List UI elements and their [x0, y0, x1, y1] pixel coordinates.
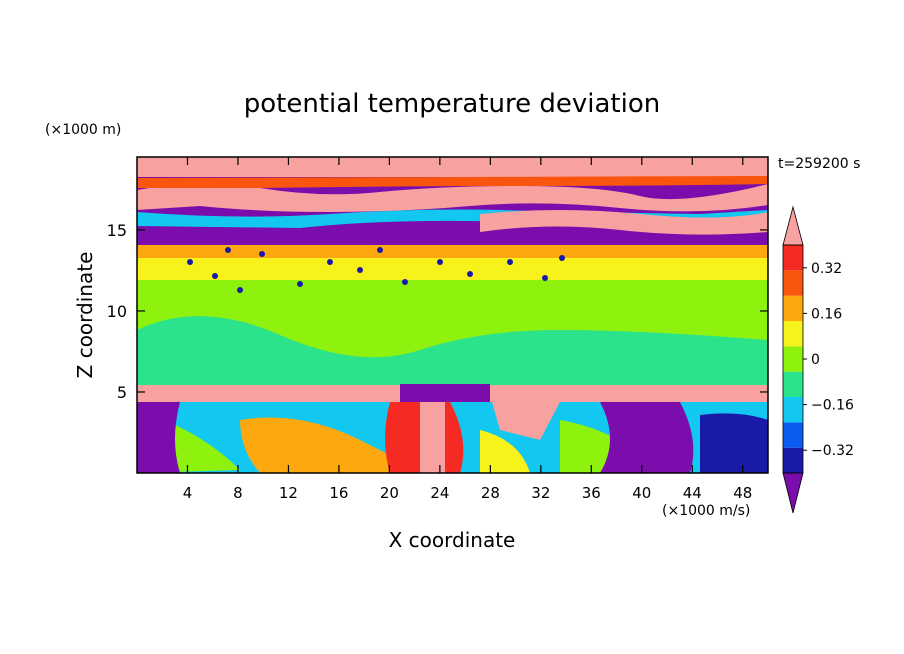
field-bottom-pink-2 [492, 402, 560, 440]
field-top-pink-3 [480, 210, 768, 235]
chart-title: potential temperature deviation [244, 89, 660, 119]
colorbar-segment [783, 422, 803, 448]
x-tick-label: 8 [233, 484, 243, 502]
x-tick-label: 40 [632, 484, 651, 502]
field-bottom-yellow [480, 430, 530, 473]
field-bottom-purple-2 [600, 402, 694, 473]
x-tick-label: 36 [582, 484, 601, 502]
field-top-pink-2 [137, 183, 768, 212]
colorbar-segment [783, 371, 803, 397]
x-tick-label: 24 [430, 484, 449, 502]
field-top-pink-1 [137, 157, 768, 177]
colorbar-segment [783, 270, 803, 296]
colorbar-extend-top [782, 205, 804, 246]
colorbar-segment [783, 295, 803, 321]
y-tick-label: 15 [107, 221, 127, 240]
x-tick-label: 32 [531, 484, 550, 502]
colorbar-label: −0.16 [811, 398, 854, 414]
field-bottom-orange [240, 417, 420, 473]
x-tick-label: 28 [481, 484, 500, 502]
colorbar-segment [783, 346, 803, 372]
y-axis-label: Z coordinate [73, 252, 97, 379]
colorbar: 0.32 0.16 0 −0.16 −0.32 [782, 205, 854, 514]
plot-frame [136, 156, 769, 474]
x-unit-label: (×1000 m/s) [662, 503, 750, 519]
colorbar-label: −0.32 [811, 443, 854, 459]
x-axis-label: X coordinate [389, 528, 516, 552]
colorbar-segment [783, 321, 803, 347]
field-bottom-purple-1 [137, 402, 180, 473]
colorbar-segment [783, 397, 803, 423]
field-band-yellow [137, 258, 768, 280]
colorbar-segment [783, 447, 803, 473]
x-axis-ticks: 4 8 12 16 20 24 28 32 36 40 44 48 [183, 157, 752, 502]
field-bottom-purple-3 [700, 413, 768, 473]
x-tick-label: 20 [380, 484, 399, 502]
x-tick-label: 4 [183, 484, 193, 502]
colorbar-extend-bottom [782, 472, 804, 514]
x-tick-label: 48 [733, 484, 752, 502]
field-mid-teal-1 [137, 316, 768, 385]
field-speckles [187, 247, 565, 293]
x-tick-label: 12 [279, 484, 298, 502]
x-tick-label: 44 [683, 484, 702, 502]
x-tick-label: 16 [329, 484, 348, 502]
colorbar-label: 0 [811, 352, 820, 368]
y-tick-label: 5 [117, 383, 127, 402]
field-top-yellow [137, 176, 768, 188]
colorbar-segment [783, 245, 803, 271]
y-tick-label: 10 [107, 302, 127, 321]
colorbar-label: 0.16 [811, 306, 842, 322]
y-unit-label: (×1000 m) [45, 122, 121, 138]
colorbar-label: 0.32 [811, 261, 842, 277]
y-axis-ticks: 5 10 15 [107, 221, 768, 402]
field-bottom-pink [420, 402, 445, 473]
field-low-purple-bumps [400, 384, 490, 402]
contour-field [137, 157, 768, 473]
time-label: t=259200 s [778, 156, 860, 172]
